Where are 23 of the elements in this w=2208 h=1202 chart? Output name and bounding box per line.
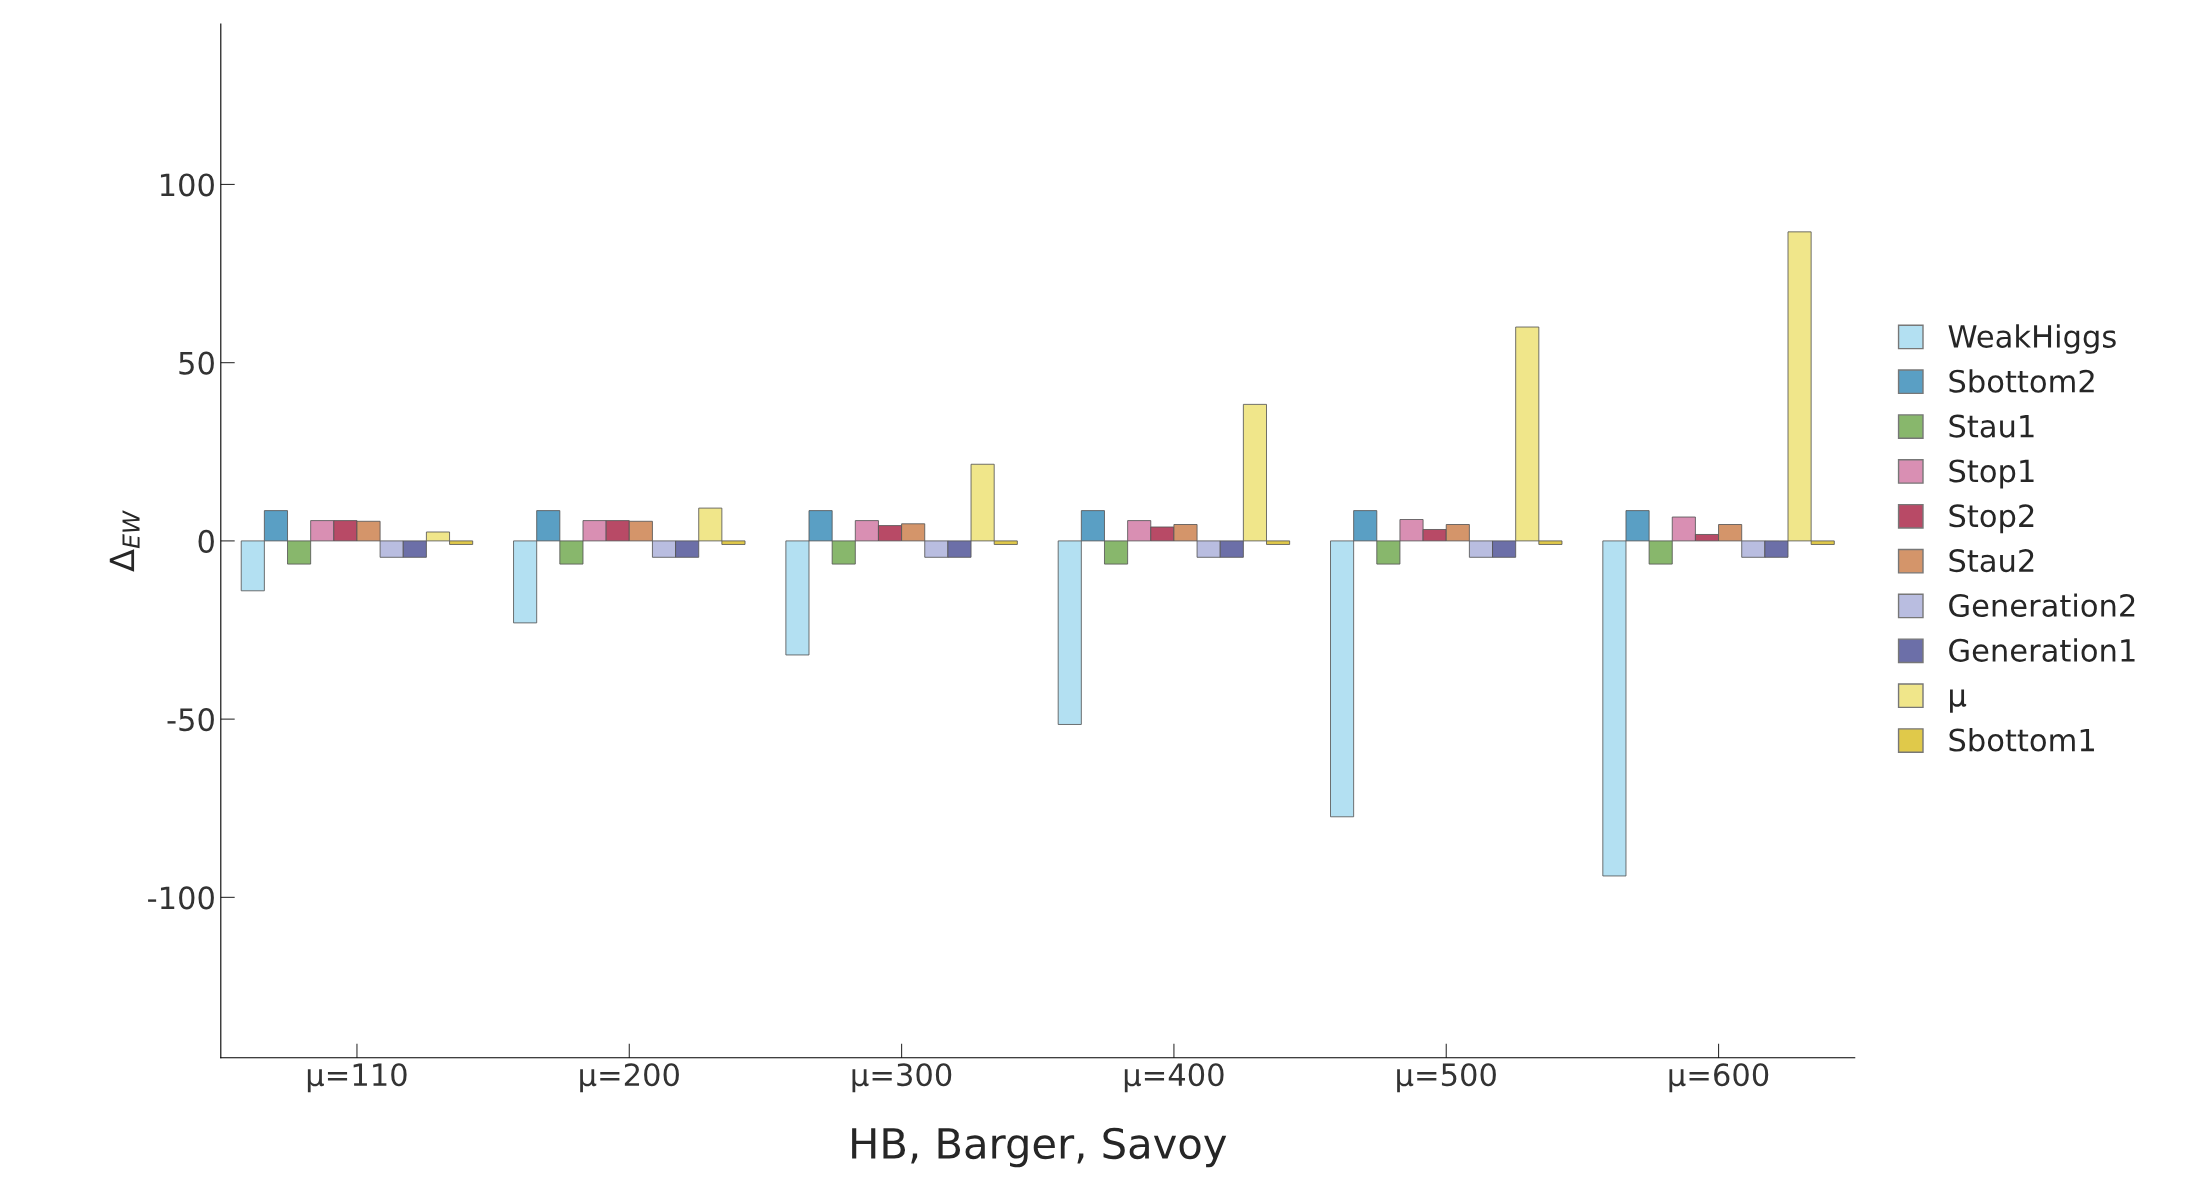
legend-label: Stop1 [1949, 459, 2034, 489]
x-tick-label: μ=600 [1669, 1063, 1769, 1093]
y-axis-title: Δ$_{EW}$ [109, 510, 140, 572]
y-tick-label: -100 [148, 886, 214, 910]
x-tick-label: μ=300 [852, 1063, 952, 1093]
x-tick-label: μ=500 [1397, 1063, 1496, 1093]
y-tick-label: 50 [179, 351, 214, 375]
legend-label: Stop2 [1949, 504, 2034, 534]
legend-label: Stau1 [1949, 414, 2034, 438]
legend-label: Generation1 [1949, 638, 2135, 662]
x-axis-title: HB, Barger, Savoy [852, 1127, 1227, 1168]
x-tick-label: μ=400 [1124, 1063, 1224, 1093]
y-tick-label: -50 [167, 708, 214, 732]
y-tick-label: 100 [160, 173, 214, 197]
y-tick-label: 0 [198, 529, 214, 553]
legend-label: Sbottom1 [1949, 727, 2094, 752]
legend-label: μ [1950, 689, 1967, 713]
x-tick-label: μ=110 [307, 1063, 407, 1093]
legend-label: WeakHiggs [1948, 324, 2116, 354]
x-tick-label: μ=200 [580, 1063, 679, 1093]
legend-label: Sbottom2 [1949, 369, 2094, 393]
legend-label: Stau2 [1949, 549, 2034, 573]
legend-label: Generation2 [1949, 593, 2135, 618]
